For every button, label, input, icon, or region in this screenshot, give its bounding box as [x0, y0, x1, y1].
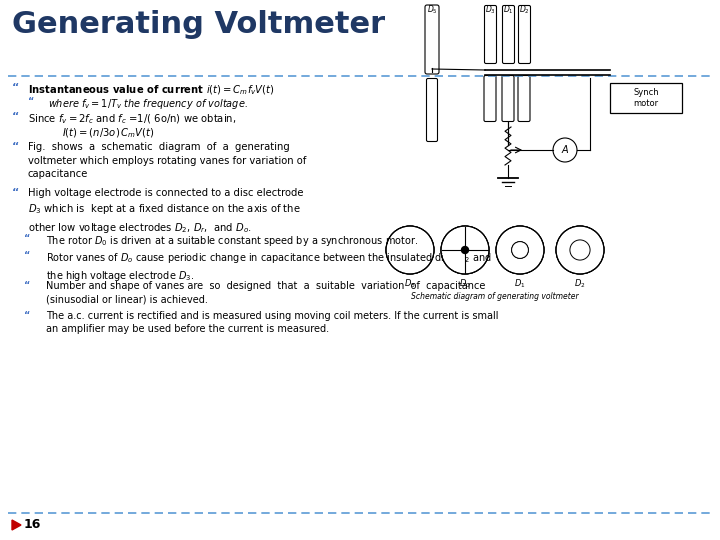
FancyBboxPatch shape [485, 5, 497, 64]
Circle shape [441, 226, 489, 274]
Circle shape [462, 246, 469, 253]
Text: $D_8$: $D_8$ [404, 278, 416, 291]
Text: “: “ [24, 234, 30, 244]
Circle shape [556, 226, 604, 274]
Text: Fig.  shows  a  schematic  diagram  of  a  generating
voltmeter which employs ro: Fig. shows a schematic diagram of a gene… [28, 142, 307, 179]
Text: Generating Voltmeter: Generating Voltmeter [12, 10, 385, 39]
Circle shape [496, 226, 544, 274]
Circle shape [570, 240, 590, 260]
FancyBboxPatch shape [426, 78, 438, 141]
FancyBboxPatch shape [518, 76, 530, 122]
Text: “: “ [12, 83, 19, 93]
Wedge shape [504, 250, 536, 273]
FancyBboxPatch shape [503, 5, 515, 64]
Text: “: “ [28, 97, 35, 107]
Circle shape [556, 226, 604, 274]
Text: 16: 16 [24, 518, 41, 531]
Text: “: “ [24, 311, 30, 321]
Circle shape [553, 138, 577, 162]
FancyBboxPatch shape [518, 5, 531, 64]
Circle shape [512, 241, 528, 259]
Circle shape [386, 226, 434, 274]
Text: $D_3$: $D_3$ [485, 3, 495, 16]
Text: Synch
motor: Synch motor [633, 89, 659, 107]
Wedge shape [442, 250, 465, 273]
Polygon shape [12, 520, 21, 530]
FancyBboxPatch shape [484, 76, 496, 122]
Text: $I(t) = (n/3o)\, C_m V(t)$: $I(t) = (n/3o)\, C_m V(t)$ [62, 126, 154, 140]
Bar [610, 83, 682, 113]
FancyBboxPatch shape [425, 5, 439, 74]
Text: Since $f_v = 2f_c$ and $f_c$ =1/( 6o/n) we obtain,: Since $f_v = 2f_c$ and $f_c$ =1/( 6o/n) … [28, 112, 236, 126]
Text: The a.c. current is rectified and is measured using moving coil meters. If the c: The a.c. current is rectified and is mea… [46, 311, 498, 334]
Text: $D_0$: $D_0$ [459, 278, 471, 291]
Text: A: A [562, 145, 568, 155]
Wedge shape [465, 227, 488, 250]
Circle shape [496, 226, 544, 274]
Text: Rotor vanes of $D_o$ cause periodic change in capacitance between the insulated : Rotor vanes of $D_o$ cause periodic chan… [46, 251, 492, 283]
Text: “: “ [24, 251, 30, 261]
Text: “: “ [12, 142, 19, 152]
Text: The rotor $D_0$ is driven at a suitable constant speed by a synchronous motor.: The rotor $D_0$ is driven at a suitable … [46, 234, 418, 248]
Wedge shape [504, 227, 536, 250]
Text: Instantaneous value of current $i(t) = C_m f_v V(t)$: Instantaneous value of current $i(t) = C… [28, 83, 275, 97]
Text: “: “ [12, 188, 19, 198]
Text: where $f_v = 1/T_v$ the frequency of voltage.: where $f_v = 1/T_v$ the frequency of vol… [48, 97, 248, 111]
Text: $D_2$: $D_2$ [518, 3, 529, 16]
Text: $D_2$: $D_2$ [574, 278, 586, 291]
Text: “: “ [24, 281, 30, 291]
Circle shape [512, 241, 528, 259]
Circle shape [441, 226, 489, 274]
Text: Schematic diagram of generating voltmeter: Schematic diagram of generating voltmete… [411, 292, 579, 301]
Text: Number and shape of vanes are  so  designed  that  a  suitable  variation  of  c: Number and shape of vanes are so designe… [46, 281, 485, 304]
Text: “: “ [12, 112, 19, 122]
Text: High voltage electrode is connected to a disc electrode
$D_3$ which is  kept at : High voltage electrode is connected to a… [28, 188, 304, 235]
Text: $D_1$: $D_1$ [503, 3, 513, 16]
Text: $D_1$: $D_1$ [514, 278, 526, 291]
Circle shape [386, 226, 434, 274]
Text: $D_5$: $D_5$ [427, 3, 437, 16]
FancyBboxPatch shape [502, 76, 514, 122]
